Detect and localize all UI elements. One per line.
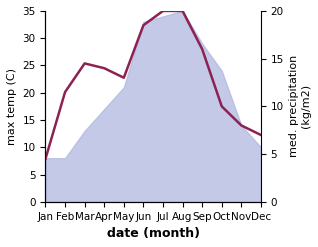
Y-axis label: max temp (C): max temp (C) <box>7 68 17 145</box>
Y-axis label: med. precipitation
(kg/m2): med. precipitation (kg/m2) <box>289 55 311 158</box>
X-axis label: date (month): date (month) <box>107 227 200 240</box>
